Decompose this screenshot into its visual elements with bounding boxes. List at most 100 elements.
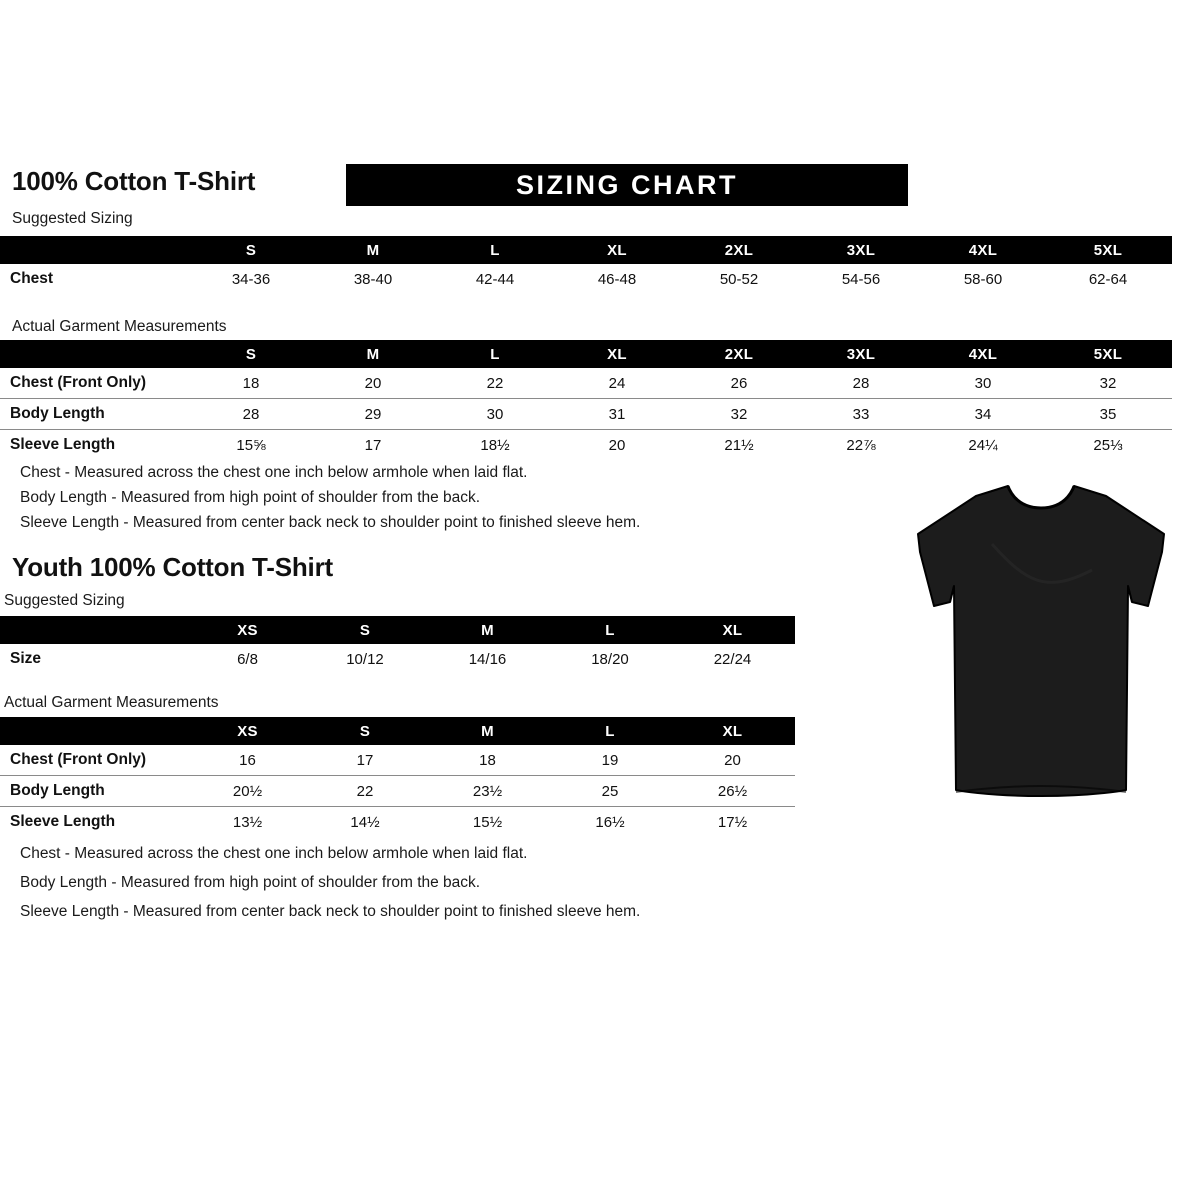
column-header-l: L (605, 621, 615, 639)
cell-bodylength-4xl: 34 (922, 398, 1044, 430)
column-header-xl: XL (607, 345, 627, 363)
row-label-sleeve-length: Sleeve Length (0, 806, 190, 837)
cell-sleevelength-s: 14½ (305, 806, 425, 837)
column-header-xs: XS (237, 621, 258, 639)
column-header-5xl: 5XL (1093, 241, 1123, 259)
page-title: 100% Cotton T-Shirt (12, 166, 256, 196)
adult-actual-measurements-table: S M L XL 2XL 3XL 4XL 5XL Chest (Front On… (0, 340, 1172, 460)
youth-note-chest: Chest - Measured across the chest one in… (20, 845, 528, 862)
cell-chestfront-xs: 16 (239, 751, 256, 769)
row-label-size: Size (10, 650, 42, 667)
cell-bodylength-2xl: 32 (678, 398, 800, 430)
cell-chest-xl: 46-48 (597, 270, 637, 288)
column-header-s: S (359, 722, 371, 740)
adult-suggested-caption: Suggested Sizing (12, 210, 133, 227)
column-header-xs: XS (237, 722, 258, 740)
cell-bodylength-m: 23½ (425, 775, 550, 807)
column-header-3xl: 3XL (846, 345, 876, 363)
cell-sleevelength-xl: 17½ (670, 806, 795, 837)
column-header-l: L (605, 722, 615, 740)
cell-bodylength-5xl: 35 (1044, 398, 1172, 430)
table-header-row: S M L XL 2XL 3XL 4XL 5XL (0, 340, 1172, 368)
table-row: Sleeve Length 13½ 14½ 15½ 16½ 17½ (0, 806, 795, 837)
cell-bodylength-m: 29 (312, 398, 434, 430)
cell-sleevelength-4xl: 24¼ (922, 429, 1044, 460)
cell-chestfront-3xl: 28 (852, 374, 870, 392)
cell-sleevelength-s: 15⅝ (190, 429, 312, 460)
adult-note-body-length: Body Length - Measured from high point o… (20, 489, 481, 506)
cell-bodylength-s: 22 (305, 775, 425, 807)
column-header-m: M (481, 621, 494, 639)
row-label-chest: Chest (10, 270, 54, 287)
table-row: Size 6/8 10/12 14/16 18/20 22/24 (0, 644, 795, 674)
column-header-2xl: 2XL (724, 241, 754, 259)
cell-chestfront-s: 17 (356, 751, 374, 769)
column-header-4xl: 4XL (968, 345, 998, 363)
cell-chest-s: 34-36 (231, 270, 271, 288)
column-header-xl: XL (722, 722, 743, 740)
table-header-row: S M L XL 2XL 3XL 4XL 5XL (0, 236, 1172, 264)
column-header-5xl: 5XL (1093, 345, 1123, 363)
row-label-body-length: Body Length (0, 398, 190, 430)
column-header-2xl: 2XL (724, 345, 754, 363)
cell-chest-4xl: 58-60 (963, 270, 1003, 288)
sizing-chart-banner: SIZING CHART (346, 164, 908, 206)
table-header-row: XS S M L XL (0, 717, 795, 745)
sizing-chart-banner-label: SIZING CHART (516, 170, 738, 200)
cell-bodylength-l: 25 (550, 775, 670, 807)
column-header-s: S (245, 345, 257, 363)
cell-size-l: 18/20 (591, 650, 629, 668)
cell-chestfront-2xl: 26 (730, 374, 748, 392)
cell-bodylength-s: 28 (190, 398, 312, 430)
cell-chest-l: 42-44 (475, 270, 515, 288)
tshirt-illustration (896, 474, 1186, 804)
cell-sleevelength-l: 18½ (434, 429, 556, 460)
adult-actual-caption: Actual Garment Measurements (12, 318, 227, 335)
cell-chestfront-m: 18 (479, 751, 496, 769)
youth-actual-measurements-table: XS S M L XL Chest (Front Only) 16 17 18 … (0, 717, 795, 837)
cell-sleevelength-l: 16½ (550, 806, 670, 837)
cell-chest-2xl: 50-52 (719, 270, 759, 288)
cell-chestfront-m: 20 (364, 374, 382, 392)
cell-chest-3xl: 54-56 (841, 270, 881, 288)
column-header-m: M (366, 345, 380, 363)
cell-size-m: 14/16 (468, 650, 507, 668)
column-header-s: S (245, 241, 257, 259)
tshirt-icon (917, 485, 1165, 797)
cell-chestfront-xl: 20 (724, 751, 741, 769)
cell-sleevelength-m: 15½ (425, 806, 550, 837)
column-header-rowlabel (0, 717, 190, 745)
adult-note-sleeve-length: Sleeve Length - Measured from center bac… (20, 514, 641, 531)
table-row: Chest 34-36 38-40 42-44 46-48 50-52 54-5… (0, 264, 1172, 294)
table-row: Sleeve Length 15⅝ 17 18½ 20 21½ 22⅞ 24¼ … (0, 429, 1172, 460)
column-header-3xl: 3XL (846, 241, 876, 259)
column-header-l: L (490, 345, 500, 363)
cell-chestfront-xl: 24 (608, 374, 626, 392)
cell-chestfront-s: 18 (242, 374, 260, 392)
youth-section-title: Youth 100% Cotton T-Shirt (12, 552, 333, 582)
column-header-s: S (359, 621, 371, 639)
cell-sleevelength-xs: 13½ (190, 806, 305, 837)
cell-chest-5xl: 62-64 (1088, 270, 1128, 288)
cell-sleevelength-m: 17 (312, 429, 434, 460)
youth-note-body-length: Body Length - Measured from high point o… (20, 874, 481, 891)
youth-note-sleeve-length: Sleeve Length - Measured from center bac… (20, 903, 641, 920)
cell-chest-m: 38-40 (353, 270, 393, 288)
row-label-chest-front-only: Chest (Front Only) (10, 751, 147, 768)
cell-sleevelength-3xl: 22⅞ (800, 429, 922, 460)
cell-size-s: 10/12 (346, 650, 384, 668)
cell-sleevelength-2xl: 21½ (678, 429, 800, 460)
cell-bodylength-xl: 31 (556, 398, 678, 430)
column-header-rowlabel (0, 236, 190, 264)
cell-chestfront-5xl: 32 (1099, 374, 1117, 392)
row-label-sleeve-length: Sleeve Length (0, 429, 190, 460)
adult-suggested-sizing-table: S M L XL 2XL 3XL 4XL 5XL Chest 34-36 38-… (0, 236, 1172, 294)
row-label-body-length: Body Length (0, 775, 190, 807)
column-header-xl: XL (607, 241, 627, 259)
cell-bodylength-l: 30 (434, 398, 556, 430)
table-row: Body Length 20½ 22 23½ 25 26½ (0, 775, 795, 807)
table-header-row: XS S M L XL (0, 616, 795, 644)
cell-size-xl: 22/24 (713, 650, 752, 668)
cell-bodylength-xl: 26½ (670, 775, 795, 807)
